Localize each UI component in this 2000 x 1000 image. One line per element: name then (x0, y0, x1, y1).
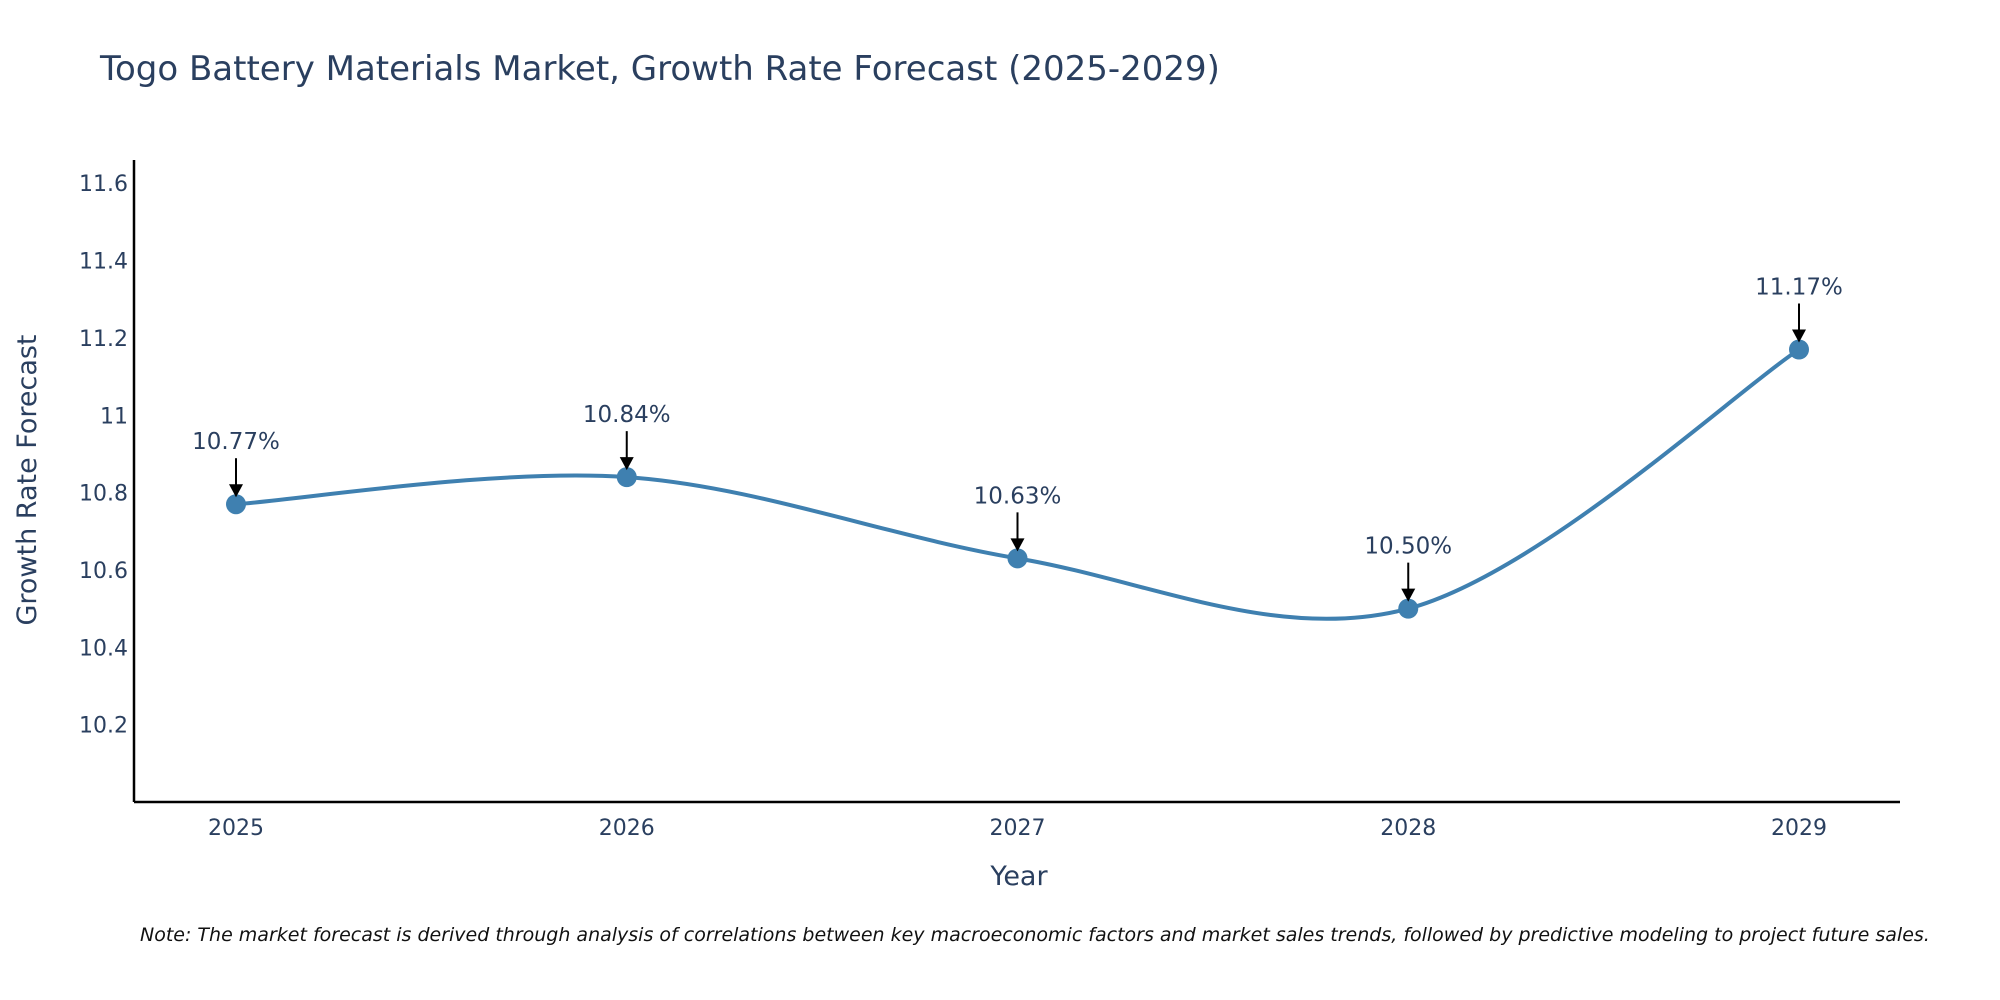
data-point (1789, 339, 1809, 360)
data-point (616, 467, 637, 488)
chart-title: Togo Battery Materials Market, Growth Ra… (99, 49, 1220, 89)
x-tick-label: 2025 (208, 816, 264, 841)
y-tick-label: 10.6 (79, 559, 128, 584)
y-tick-label: 10.2 (79, 714, 128, 739)
data-label: 11.17% (1755, 275, 1843, 301)
y-tick-label: 10.4 (79, 636, 128, 661)
footnote: Note: The market forecast is derived thr… (140, 924, 1930, 946)
y-tick-label: 11 (100, 404, 128, 429)
y-tick-label: 10.8 (79, 482, 128, 507)
data-point (1007, 548, 1028, 569)
y-tick-label: 11.2 (79, 327, 128, 352)
annotation-arrow-head (229, 484, 243, 498)
annotation-arrow-head (1401, 588, 1416, 602)
x-tick-label: 2028 (1380, 816, 1436, 841)
data-label: 10.50% (1364, 534, 1452, 560)
y-tick-label: 11.6 (79, 172, 128, 197)
data-label: 10.77% (192, 429, 280, 455)
x-tick-label: 2029 (1771, 816, 1827, 841)
data-annotations: 10.77% 10.84% 10.63% 10.50% 11.17% (192, 275, 1843, 602)
x-tick-label: 2027 (990, 816, 1046, 841)
data-point (226, 494, 246, 515)
y-axis-title: Growth Rate Forecast (12, 334, 43, 625)
data-label: 10.63% (974, 483, 1062, 509)
data-point (1398, 598, 1419, 619)
x-axis-title: Year (989, 861, 1048, 892)
annotation-arrow-head (1792, 329, 1806, 343)
annotation-arrow-head (619, 457, 634, 471)
data-label: 10.84% (583, 402, 671, 428)
x-tick-label: 2026 (599, 816, 655, 841)
data-points (226, 339, 1809, 619)
x-axis-ticks: 2025 2026 2027 2028 2029 (208, 816, 1827, 841)
y-axis-ticks: 10.2 10.4 10.6 10.8 11 11.2 11.4 11.6 (79, 172, 128, 738)
annotation-arrow-head (1010, 538, 1025, 552)
y-tick-label: 11.4 (79, 250, 128, 275)
